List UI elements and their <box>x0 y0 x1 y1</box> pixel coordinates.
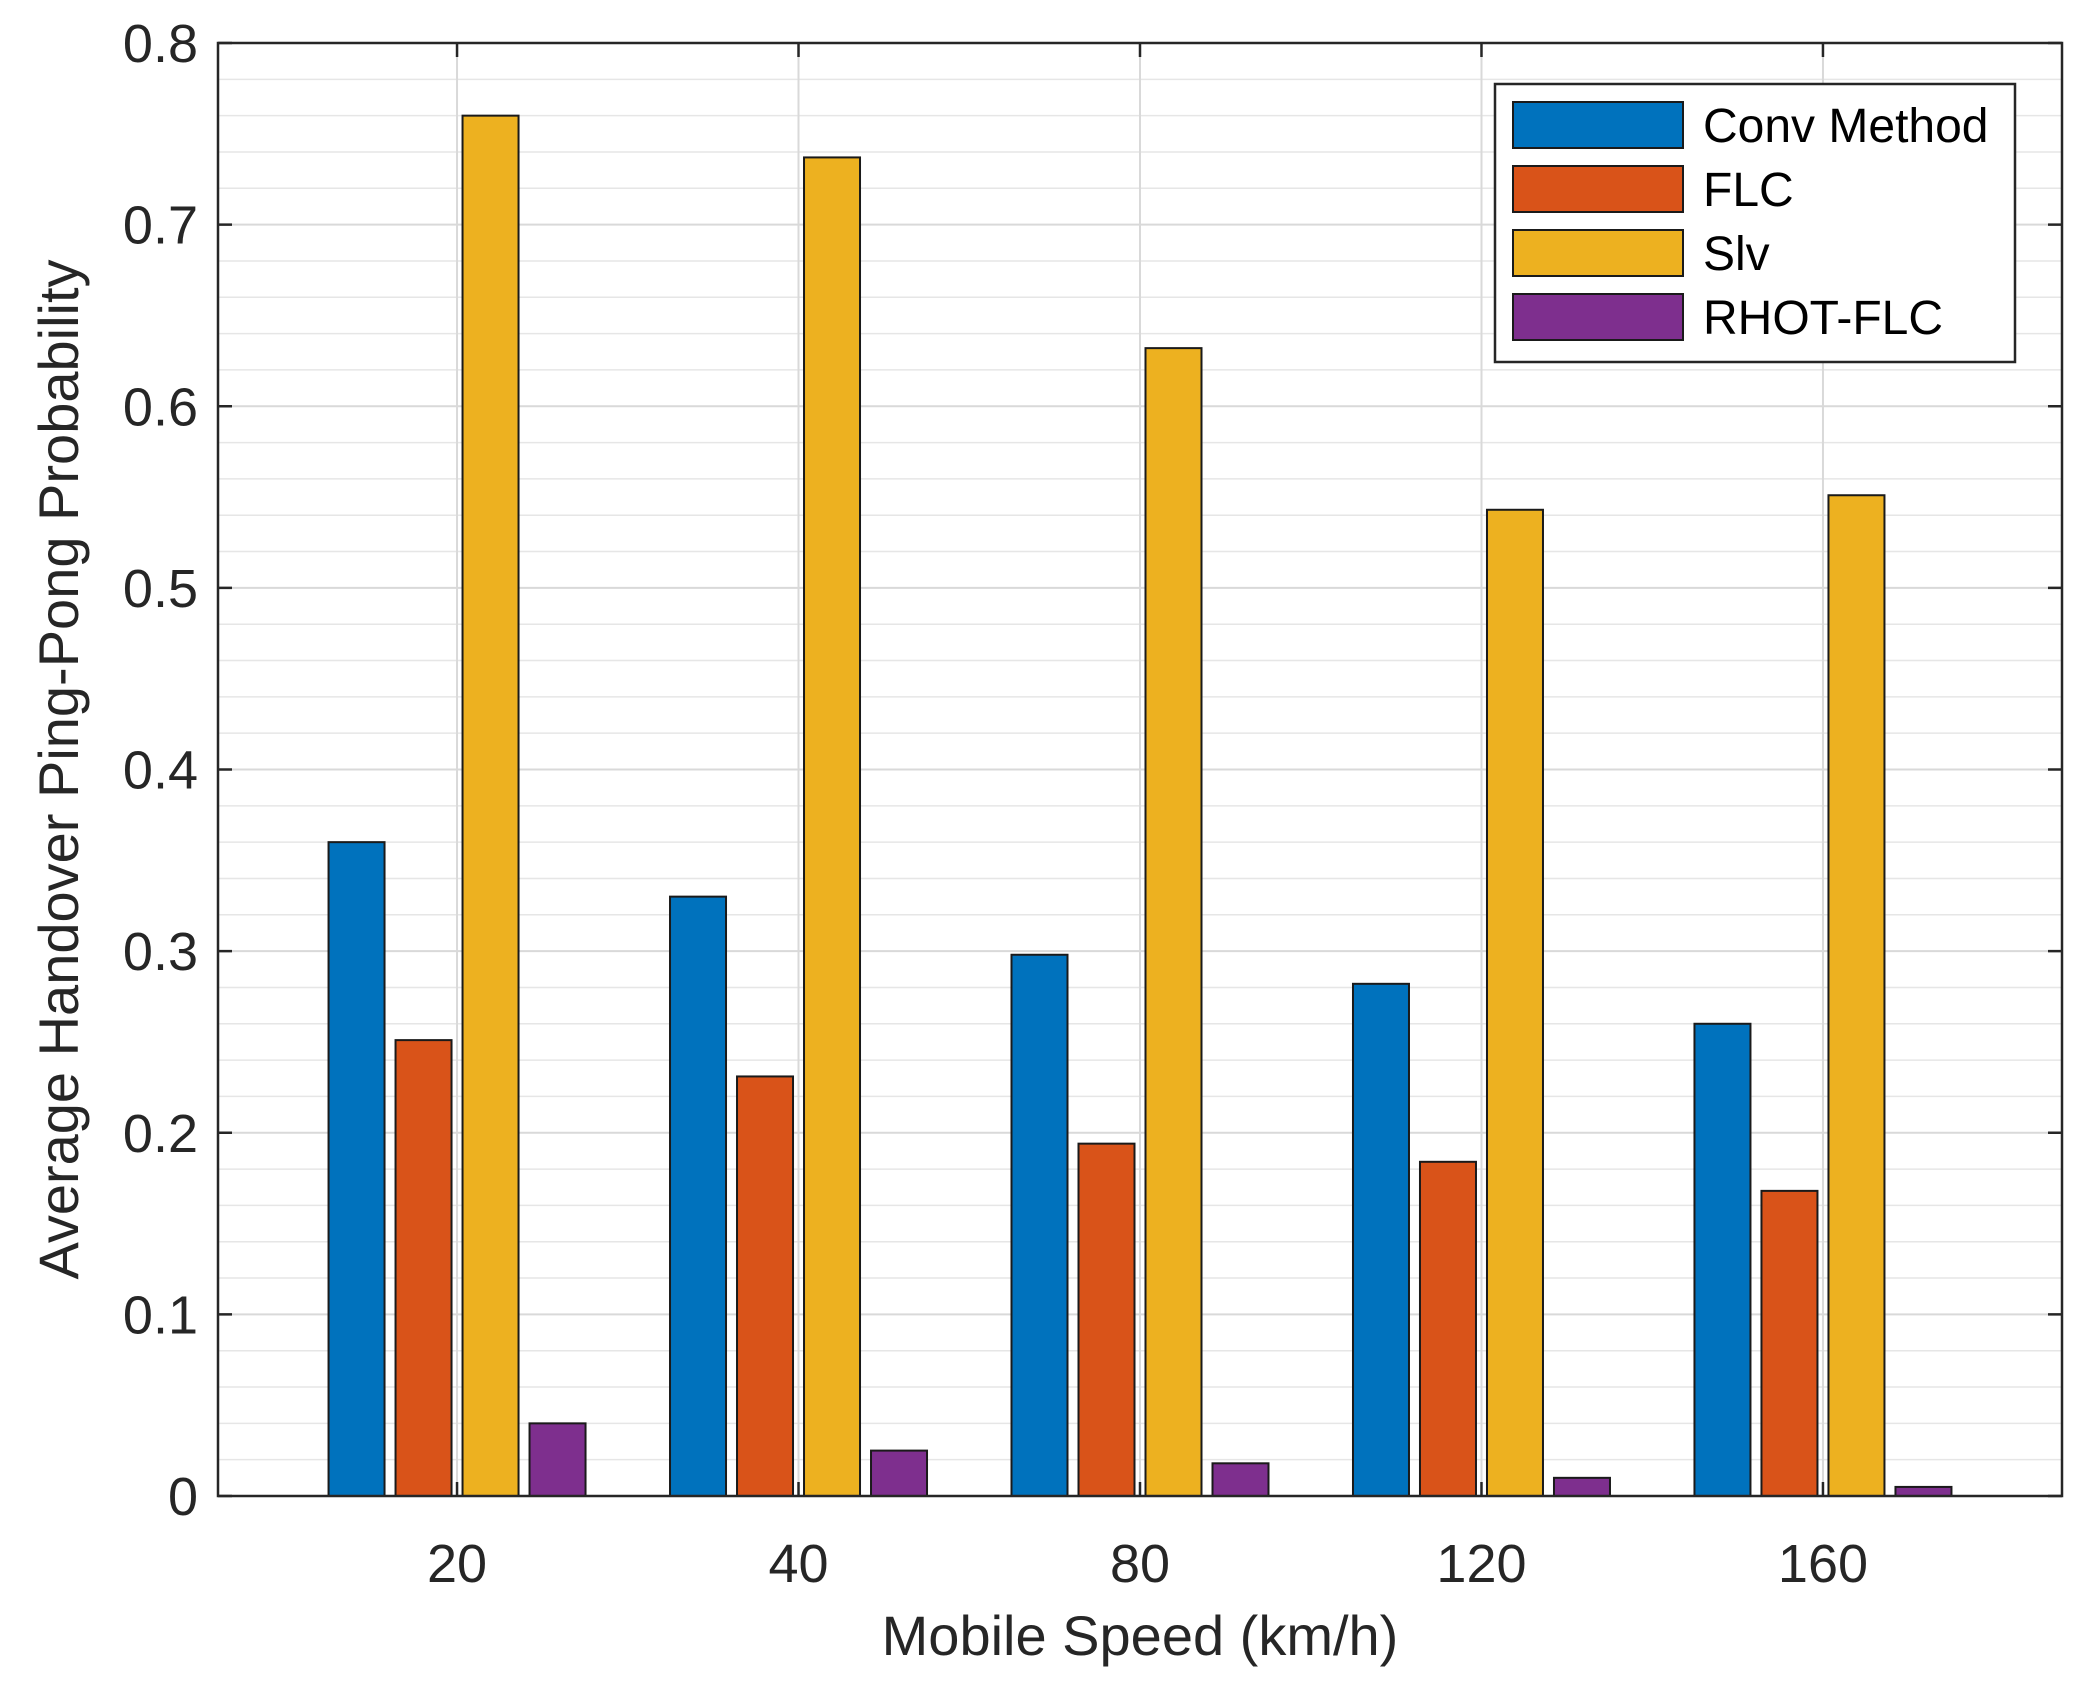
bar <box>1894 1485 1953 1497</box>
y-tick-label: 0.3 <box>123 922 198 982</box>
bar <box>1418 1160 1477 1498</box>
y-axis-label: Average Handover Ping-Pong Probability <box>27 259 90 1279</box>
bar <box>870 1449 929 1497</box>
y-tick-label: 0.2 <box>123 1104 198 1164</box>
bar <box>1485 508 1544 1497</box>
x-tick-labels: 20 40 80 120 160 <box>427 1534 1868 1594</box>
legend-label: Slv <box>1703 228 1770 281</box>
bar <box>1351 982 1410 1497</box>
legend-label: FLC <box>1703 164 1794 217</box>
bars-group <box>327 114 1953 1498</box>
x-tick-label: 40 <box>768 1534 828 1594</box>
legend-swatch <box>1512 101 1684 149</box>
bar <box>1693 1022 1752 1498</box>
x-axis-label: Mobile Speed (km/h) <box>882 1604 1399 1667</box>
legend-swatch <box>1512 293 1684 341</box>
y-tick-label: 0.4 <box>123 741 198 801</box>
x-tick-label: 120 <box>1436 1534 1526 1594</box>
bar <box>1211 1462 1270 1497</box>
bar <box>1552 1476 1611 1498</box>
y-tick-labels: 0 0.1 0.2 0.3 0.4 0.5 0.6 0.7 0.8 <box>123 14 198 1527</box>
bar <box>528 1422 587 1497</box>
x-tick-label: 20 <box>427 1534 487 1594</box>
y-tick-label: 0.5 <box>123 559 198 619</box>
legend-swatch <box>1512 165 1684 213</box>
bar <box>669 895 728 1497</box>
series-flc <box>394 1039 1819 1498</box>
bar <box>1144 347 1203 1497</box>
bar <box>803 156 862 1498</box>
bar <box>1760 1189 1819 1497</box>
legend: Conv Method FLC Slv RHOT-FLC <box>1493 82 2017 364</box>
bar <box>461 114 520 1497</box>
x-tick-label: 160 <box>1778 1534 1868 1594</box>
y-tick-label: 0.7 <box>123 196 198 256</box>
bar <box>1077 1142 1136 1497</box>
bar <box>736 1075 795 1498</box>
y-tick-label: 0 <box>168 1467 198 1527</box>
legend-swatch <box>1512 229 1684 277</box>
legend-label: RHOT-FLC <box>1703 292 1943 345</box>
y-tick-label: 0.1 <box>123 1285 198 1345</box>
bar <box>1827 494 1886 1497</box>
bar <box>327 841 386 1497</box>
y-tick-label: 0.8 <box>123 14 198 74</box>
bar <box>1010 953 1069 1497</box>
axis-ticks <box>218 41 2062 1498</box>
x-tick-label: 80 <box>1110 1534 1170 1594</box>
legend-label: Conv Method <box>1703 100 1989 153</box>
bar <box>394 1039 453 1497</box>
series-conv-method <box>327 841 1752 1498</box>
y-tick-label: 0.6 <box>123 377 198 437</box>
